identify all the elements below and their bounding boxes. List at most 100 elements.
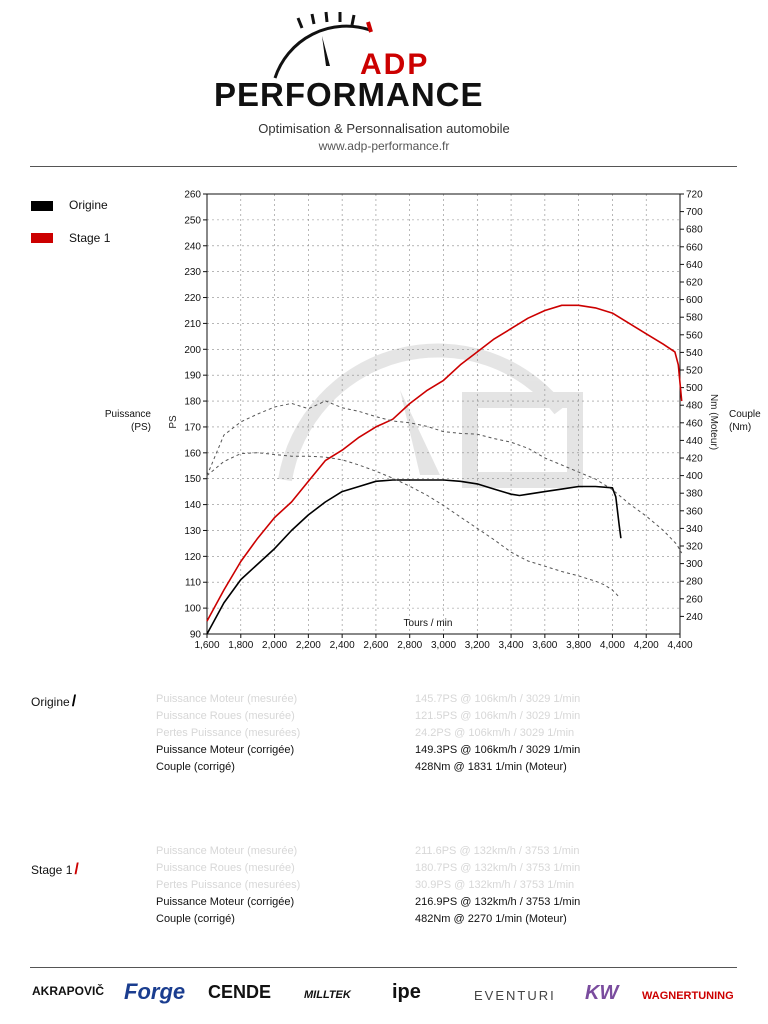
left-tick-label: 250 [184,215,201,226]
left-unit-label: PS [168,415,179,429]
result-value: 149.3PS @ 106km/h / 3029 1/min [415,744,581,756]
right-tick-label: 600 [686,295,703,306]
x-tick-label: 4,200 [634,640,659,651]
brand-akrapovic: AKRAPOVIČ [32,984,105,998]
left-tick-label: 190 [184,371,201,382]
origine-section-title: Origine / [31,693,76,711]
left-tick-label: 100 [184,604,201,615]
result-value: 24.2PS @ 106km/h / 3029 1/min [415,727,575,739]
result-value: 482Nm @ 2270 1/min (Moteur) [415,913,567,925]
header-divider [30,166,737,167]
result-label: Puissance Roues (mesurée) [156,862,295,874]
right-tick-label: 480 [686,401,703,412]
result-value: 145.7PS @ 106km/h / 3029 1/min [415,693,581,705]
right-tick-label: 620 [686,278,703,289]
x-tick-label: 3,600 [532,640,557,651]
right-tick-label: 420 [686,454,703,465]
left-tick-label: 220 [184,293,201,304]
left-tick-label: 110 [185,578,201,589]
brand-top: ADP [360,48,429,81]
x-tick-label: 2,800 [397,640,422,651]
stage1-title-text: Stage 1 [31,863,73,877]
left-tick-label: 210 [184,319,201,330]
x-tick-label: 2,600 [363,640,388,651]
adp-performance-logo: ADP PERFORMANCE [214,11,484,113]
left-tick-label: 180 [184,397,201,408]
result-label: Pertes Puissance (mesurées) [156,727,301,739]
result-label: Puissance Moteur (mesurée) [156,845,298,857]
website: www.adp-performance.fr [318,139,450,153]
result-label: Puissance Roues (mesurée) [156,710,295,722]
right-unit-label: Nm (Moteur) [708,394,719,450]
right-axis-title-line2: (Nm) [729,422,752,433]
right-tick-label: 700 [686,207,703,218]
result-value: 216.9PS @ 132km/h / 3753 1/min [415,896,581,908]
series-stage1-torque-line [206,400,683,554]
right-axis-title: Couple (Nm) [729,408,768,434]
x-tick-label: 4,000 [600,640,625,651]
result-label: Puissance Moteur (mesurée) [156,693,298,705]
left-axis-title-line1: Puissance [104,409,151,420]
right-tick-label: 460 [686,418,703,429]
right-tick-label: 240 [686,612,703,623]
x-tick-label: 2,400 [330,640,355,651]
result-value: 121.5PS @ 106km/h / 3029 1/min [415,710,581,722]
brand-kw: KW [585,982,619,1004]
result-value: 211.6PS @ 132km/h / 3753 1/min [415,845,580,857]
right-tick-label: 360 [686,506,703,517]
result-label: Couple (corrigé) [156,913,235,925]
legend-label-origine: Origine [69,198,108,212]
brand-wagnertuning: WAGNERTUNING [642,990,734,1002]
right-tick-label: 540 [686,348,703,359]
right-tick-label: 260 [686,594,703,605]
left-tick-label: 150 [184,474,201,485]
x-tick-label: 3,000 [431,640,456,651]
result-value: 428Nm @ 1831 1/min (Moteur) [415,761,567,773]
left-axis-title-line2: (PS) [131,422,151,433]
right-tick-label: 400 [686,471,703,482]
x-tick-label: 1,600 [194,640,219,651]
series-origine-power-line [206,479,622,635]
series-stage1-power-line [206,304,683,622]
brand-milltek: MILLTEK [304,989,351,1001]
stage1-slash-mark: / [74,861,79,878]
left-tick-label: 140 [184,500,201,511]
x-tick-label: 3,400 [499,640,524,651]
right-tick-label: 660 [686,242,703,253]
right-tick-label: 720 [686,190,703,201]
left-tick-label: 130 [184,526,201,537]
right-tick-label: 560 [686,330,703,341]
right-tick-label: 500 [686,383,703,394]
right-tick-label: 340 [686,524,703,535]
x-tick-label: 2,000 [262,640,287,651]
left-tick-label: 160 [184,448,201,459]
x-tick-label: 2,200 [296,640,321,651]
origine-slash-mark: / [71,693,77,710]
right-tick-label: 580 [686,313,703,324]
series-origine-torque-line [206,452,620,598]
right-tick-label: 300 [686,559,703,570]
left-tick-label: 200 [184,345,201,356]
legend-label-stage1: Stage 1 [69,231,111,245]
brand-bottom: PERFORMANCE [214,76,484,113]
dyno-chart: 90 100 110 120 130 140 150 160 170 180 190 200 210 22… [168,190,719,652]
left-tick-label: 170 [184,422,201,433]
brand-cende: CENDE [208,982,272,1002]
x-tick-label: 1,800 [228,640,253,651]
right-tick-label: 640 [686,260,703,271]
legend-swatch-origine [31,201,53,211]
tagline: Optimisation & Personnalisation automobi… [258,121,510,136]
x-tick-label: 4,400 [667,640,692,651]
right-tick-label: 380 [686,489,703,500]
x-axis-label: Tours / min [404,618,453,629]
brand-forge: Forge [124,979,186,1004]
brand-eventuri: EVENTURI [474,988,556,1003]
left-axis-title: Puissance (PS) [99,408,151,434]
stage1-section-title: Stage 1/ [31,861,79,879]
left-tick-label: 260 [184,190,201,201]
legend-swatch-stage1 [31,233,53,243]
right-tick-label: 680 [686,225,703,236]
left-tick-label: 230 [184,267,201,278]
watermark-logo [278,343,583,488]
result-value: 30.9PS @ 132km/h / 3753 1/min [415,879,575,891]
